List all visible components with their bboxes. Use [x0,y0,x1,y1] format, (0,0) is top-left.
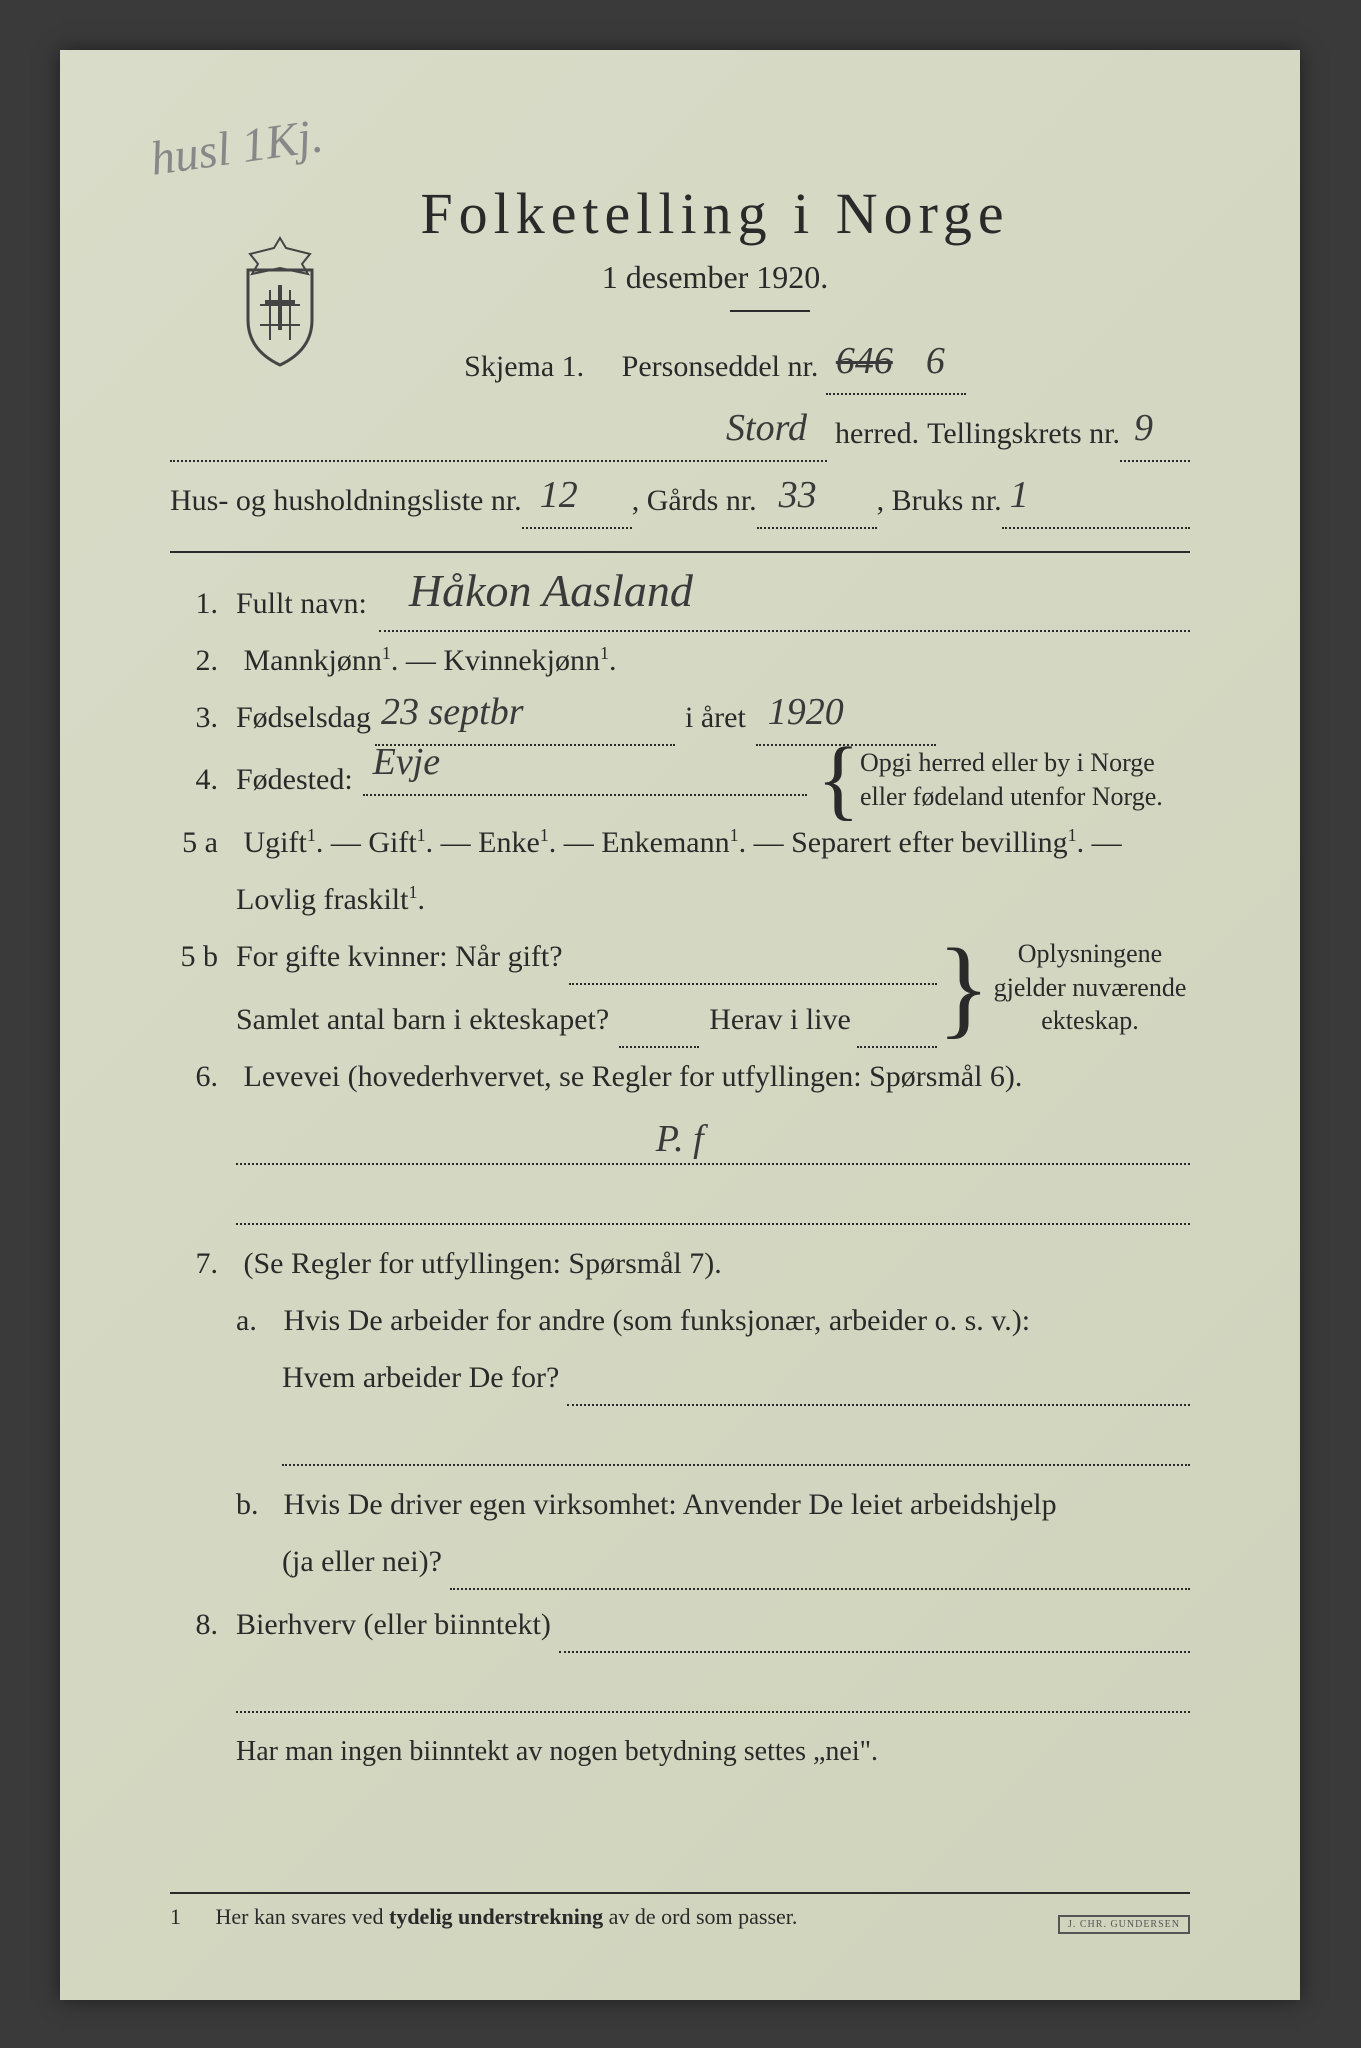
q5a-row: 5 a Ugift1. — Gift1. — Enke1. — Enkemann… [170,814,1190,871]
q6-value: P. f [656,1117,704,1161]
personseddel-label: Personseddel nr. [622,350,819,383]
tellingskrets-value: 9 [1134,392,1153,464]
husliste-value: 12 [540,459,578,531]
subtitle-date: 1 desember 1920. [240,259,1190,296]
footnote-num: 1 [170,1904,210,1930]
printer-stamp: J. CHR. GUNDERSEN [1058,1915,1190,1934]
q1-value: Håkon Aasland [409,547,693,634]
q2-row: 2. Mannkjønn1. — Kvinnekjønn1. [170,632,1190,689]
note-text: Har man ingen biinntekt av nogen betydni… [236,1736,878,1767]
q1-label: Fullt navn: [236,575,367,632]
q3-label2: i året [675,689,756,746]
q4-num: 4. [170,751,218,808]
footer-block: 1 Her kan svares ved tydelig understrekn… [170,1892,1190,1930]
q5b-line1: For gifte kvinner: Når gift? [236,928,563,985]
note-row: Har man ingen biinntekt av nogen betydni… [236,1725,1190,1778]
personseddel-nr-struck: 646 [836,325,893,397]
q7-num: 7. [170,1235,218,1292]
q7-text: (Se Regler for utfyllingen: Spørsmål 7). [244,1247,722,1280]
q6-blank-line [236,1175,1190,1225]
q1-row: 1. Fullt navn: Håkon Aasland [170,575,1190,632]
gards-value: 33 [779,459,817,531]
footnote-row: 1 Her kan svares ved tydelig understrekn… [170,1904,1190,1930]
q3-row: 3. Fødselsdag 23 septbr i året 1920 [170,689,1190,746]
herred-value: Stord [726,392,807,464]
q7b-row: b. Hvis De driver egen virksomhet: Anven… [236,1476,1190,1533]
q2-text: Mannkjønn1. — Kvinnekjønn1. [244,644,617,677]
herred-line: Stord herred. Tellingskrets nr. 9 [170,405,1190,462]
q7b-text1: Hvis De driver egen virksomhet: Anvender… [284,1488,1057,1521]
q8-num: 8. [170,1596,218,1653]
main-title: Folketelling i Norge [240,180,1190,247]
personseddel-nr: 6 [926,325,945,397]
q5b-sidenote: Oplysningene gjelder nuværende ekteskap. [990,937,1190,1038]
q7a-blank [282,1416,1190,1466]
skjema-label: Skjema 1. [464,350,584,383]
q3-num: 3. [170,689,218,746]
q5b-num: 5 b [170,928,218,985]
q6-text: Levevei (hovederhvervet, se Regler for u… [244,1060,1023,1093]
brace-icon: { [817,757,860,802]
q5a-text: Ugift1. — Gift1. — Enke1. — Enkemann1. —… [244,826,1122,859]
q3-label1: Fødselsdag [236,689,371,746]
q7a-row2: Hvem arbeider De for? [282,1349,1190,1406]
q7a-text2: Hvem arbeider De for? [282,1349,559,1406]
herred-label: herred. [827,405,927,462]
q4-value: Evje [373,726,441,798]
q6-answer-line: P. f [236,1115,1190,1165]
skjema-line: Skjema 1. Personseddel nr. 646 6 [240,338,1190,395]
q7a-row: a. Hvis De arbeider for andre (som funks… [236,1292,1190,1349]
q7-row: 7. (Se Regler for utfyllingen: Spørsmål … [170,1235,1190,1292]
q4-sidenote: Opgi herred eller by i Norge eller fødel… [860,746,1190,814]
footnote-text: Her kan svares ved tydelig understreknin… [216,1904,798,1929]
q7a-text1: Hvis De arbeider for andre (som funksjon… [284,1304,1031,1337]
bruks-label: , Bruks nr. [877,472,1002,529]
q7b-row2: (ja eller nei)? [282,1533,1190,1590]
bruks-value: 1 [1010,459,1029,531]
tellingskrets-label: Tellingskrets nr. [927,405,1120,462]
brace-icon: } [937,960,990,1015]
q8-blank [236,1663,1190,1713]
q1-num: 1. [170,575,218,632]
margin-handnote: husl 1Kj. [147,108,326,187]
title-divider [730,310,810,312]
q8-row: 8. Bierhverv (eller biinntekt) [170,1596,1190,1653]
husliste-line: Hus- og husholdningsliste nr. 12 , Gårds… [170,472,1190,529]
q7b-num: b. [236,1476,276,1533]
husliste-label: Hus- og husholdningsliste nr. [170,472,522,529]
q8-label: Bierhverv (eller biinntekt) [236,1596,551,1653]
q6-num: 6. [170,1048,218,1105]
footer-rule [170,1892,1190,1894]
q2-num: 2. [170,632,218,689]
gards-label: , Gårds nr. [632,472,757,529]
q7b-text2: (ja eller nei)? [282,1533,442,1590]
q5b-line2b: Herav i live [709,991,851,1048]
q5a-row2: Lovlig fraskilt1. [236,871,1190,928]
q5b-row: 5 b For gifte kvinner: Når gift? Samlet … [170,928,1190,1048]
q5b-line2a: Samlet antal barn i ekteskapet? [236,991,609,1048]
q7a-num: a. [236,1292,276,1349]
q4-label: Fødested: [236,751,353,808]
q6-row: 6. Levevei (hovederhvervet, se Regler fo… [170,1048,1190,1105]
q5a-text2: Lovlig fraskilt1. [236,883,425,916]
q4-row: 4. Fødested: Evje { Opgi herred eller by… [170,746,1190,814]
q5a-num: 5 a [170,814,218,871]
census-form-page: husl 1Kj. Folketelling i Norge 1 desembe… [60,50,1300,2000]
